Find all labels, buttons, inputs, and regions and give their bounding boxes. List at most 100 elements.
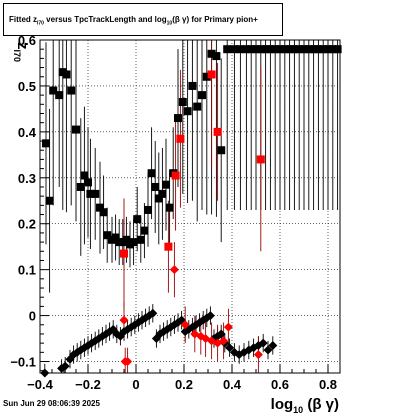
- black-square-marker: [122, 235, 131, 244]
- y-tick-label: 0.6: [18, 33, 36, 48]
- x-tick-label: 0: [132, 377, 139, 392]
- black-square-marker: [49, 86, 58, 95]
- y-tick-label: 0.5: [18, 79, 36, 94]
- red-diamond-marker: [123, 357, 133, 367]
- black-square-marker: [67, 86, 76, 95]
- black-square-marker: [154, 194, 163, 203]
- black-square-marker: [300, 45, 308, 54]
- red-square-marker: [207, 70, 216, 79]
- black-square-marker: [236, 45, 245, 54]
- black-square-marker: [223, 45, 232, 54]
- black-square-marker: [62, 70, 71, 79]
- black-square-marker: [188, 81, 197, 90]
- red-diamond-marker: [219, 336, 229, 346]
- black-square-marker: [162, 180, 170, 189]
- y-tick-label: 0.2: [18, 217, 36, 232]
- black-square-marker: [45, 196, 54, 205]
- black-square-marker: [324, 45, 332, 54]
- black-square-marker: [129, 238, 138, 247]
- black-square-marker: [276, 45, 284, 54]
- red-square-marker: [120, 249, 128, 258]
- x-tick-label: −0.2: [75, 377, 101, 392]
- chart-title: Fitted zI70 versus TpcTrackLength and lo…: [9, 15, 258, 27]
- y-tick-label: 0.3: [18, 171, 36, 186]
- black-square-marker: [256, 45, 265, 54]
- black-square-marker: [285, 45, 294, 54]
- black-diamond-marker: [263, 345, 273, 355]
- black-diamond-marker: [123, 324, 133, 334]
- black-square-marker: [207, 49, 216, 58]
- red-square-marker: [256, 155, 265, 164]
- black-diamond-marker: [205, 311, 215, 321]
- black-square-marker: [86, 189, 95, 198]
- black-square-marker: [174, 114, 182, 123]
- black-square-marker: [147, 169, 156, 178]
- black-square-marker: [55, 91, 64, 100]
- x-tick-label: −0.4: [27, 377, 53, 392]
- black-diamond-marker: [60, 361, 70, 371]
- black-square-marker: [252, 45, 260, 54]
- black-square-marker: [217, 146, 226, 155]
- y-tick-label: −0.1: [10, 355, 36, 370]
- black-square-marker: [84, 178, 92, 187]
- black-square-marker: [144, 205, 152, 214]
- red-square-marker: [164, 242, 173, 251]
- x-tick-label: 0.6: [271, 377, 289, 392]
- x-tick-labels: −0.4 −0.2 0 0.2 0.4 0.6 0.8: [27, 377, 337, 392]
- black-square-marker: [242, 45, 251, 54]
- y-axis-label: zI70: [12, 42, 31, 62]
- black-square-marker: [290, 45, 299, 54]
- black-square-marker: [76, 182, 85, 191]
- black-square-marker: [193, 102, 202, 111]
- red-square-marker: [213, 127, 222, 136]
- black-square-marker: [266, 45, 275, 54]
- black-square-marker: [202, 72, 211, 81]
- data-points: [40, 45, 342, 378]
- title-box: Fitted zI70 versus TpcTrackLength and lo…: [3, 3, 283, 36]
- y-tick-label: 0.4: [18, 125, 37, 140]
- red-diamond-marker: [223, 322, 233, 332]
- black-square-marker: [314, 45, 323, 54]
- black-square-marker: [91, 189, 100, 198]
- black-square-marker: [96, 203, 104, 212]
- black-square-marker: [42, 139, 50, 148]
- timestamp-label: Sun Jun 29 08:06:39 2025: [3, 399, 100, 408]
- black-square-marker: [178, 98, 187, 107]
- black-square-marker: [247, 45, 256, 54]
- axis-ticks: [39, 39, 341, 373]
- black-square-marker: [212, 52, 221, 61]
- black-square-marker: [280, 45, 289, 54]
- plot-frame: [39, 39, 341, 374]
- y-tick-label: 0.1: [18, 263, 36, 278]
- black-square-marker: [230, 45, 239, 54]
- red-diamond-marker: [169, 265, 179, 275]
- black-square-marker: [140, 226, 149, 235]
- red-diamond-marker: [180, 320, 190, 330]
- y-tick-labels: −0.1 0 0.1 0.2 0.3 0.4 0.5 0.6: [10, 33, 36, 370]
- black-diamond-marker: [148, 308, 158, 318]
- black-square-marker: [165, 203, 174, 212]
- x-tick-label: 0.2: [175, 377, 193, 392]
- black-square-marker: [309, 45, 318, 54]
- black-square-marker: [319, 45, 328, 54]
- black-square-marker: [333, 45, 342, 54]
- black-square-marker: [136, 235, 145, 244]
- y-tick-label: 0: [29, 309, 36, 324]
- red-diamond-marker: [253, 350, 263, 360]
- x-tick-label: 0.8: [319, 377, 337, 392]
- black-square-marker: [304, 45, 313, 54]
- black-square-marker: [72, 125, 80, 134]
- black-diamond-marker: [225, 343, 235, 353]
- black-square-marker: [99, 208, 108, 217]
- black-diamond-marker: [216, 329, 226, 339]
- black-square-marker: [328, 45, 337, 54]
- black-square-marker: [80, 171, 89, 180]
- error-bars: [44, 40, 339, 373]
- red-square-marker: [176, 134, 185, 143]
- black-square-marker: [271, 45, 280, 54]
- black-square-marker: [151, 182, 160, 191]
- black-square-marker: [111, 233, 120, 242]
- black-square-marker: [133, 215, 142, 224]
- x-axis-label: log10 (β γ): [271, 396, 339, 414]
